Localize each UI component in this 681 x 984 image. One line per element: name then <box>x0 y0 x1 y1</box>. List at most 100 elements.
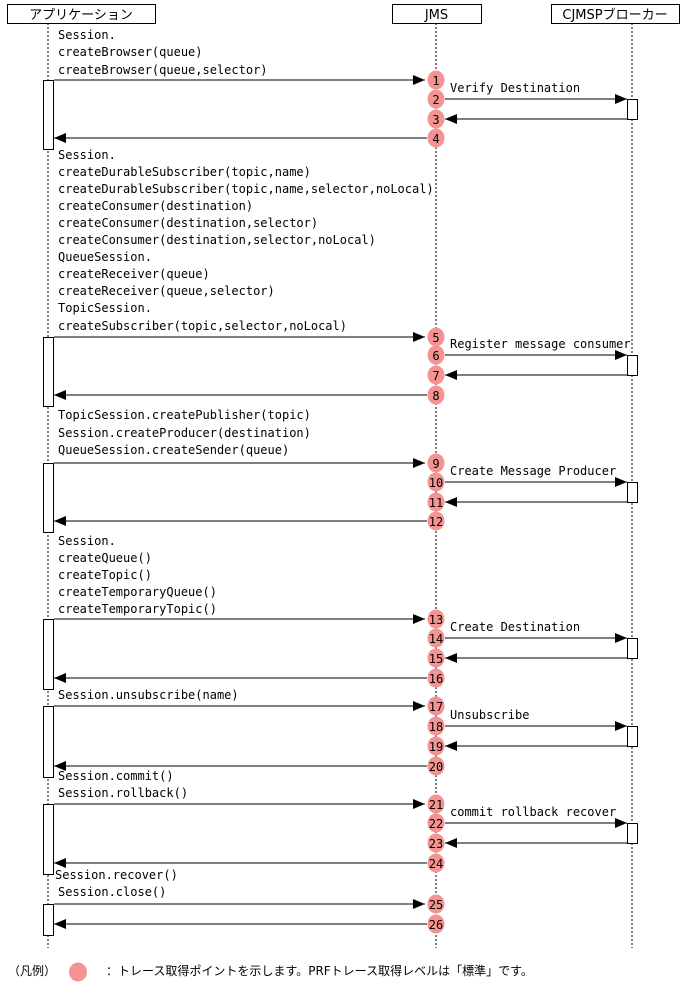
trace-point-number: 17 <box>429 700 443 714</box>
trace-point-number: 19 <box>429 740 443 754</box>
broker-activation-bar <box>627 638 638 659</box>
trace-point-number: 15 <box>429 652 443 666</box>
method-call-label: Session. <box>58 534 116 548</box>
trace-point-marker <box>427 89 445 109</box>
broker-activation-bar <box>627 99 638 120</box>
trace-point-number: 2 <box>432 93 439 107</box>
trace-point-number: 1 <box>432 74 439 88</box>
method-call-label: createQueue() <box>58 551 152 565</box>
trace-point-marker <box>427 385 445 405</box>
interaction-group: Session.close() 25 26 <box>43 885 445 936</box>
method-call-label: QueueSession.createSender(queue) <box>58 443 289 457</box>
method-call-label: createTemporaryQueue() <box>58 585 217 599</box>
broker-message-label: Unsubscribe <box>450 708 529 722</box>
trace-point-marker <box>427 472 445 492</box>
broker-message-label: commit rollback recover <box>450 805 616 819</box>
method-call-label: createBrowser(queue) <box>58 45 203 59</box>
trace-point-number: 14 <box>429 632 443 646</box>
legend-description: ：トレース取得ポイントを示します。PRFトレース取得レベルは「標準」です。 <box>106 963 533 978</box>
method-call-label: createTopic() <box>58 568 152 582</box>
method-call-label: createDurableSubscriber(topic,name) <box>58 165 311 179</box>
method-call-label: Session.commit() <box>58 769 174 783</box>
broker-activation-bar <box>627 726 638 747</box>
trace-point-number: 13 <box>429 613 443 627</box>
broker-activation-bar <box>627 482 638 503</box>
app-activation-bar <box>43 337 54 407</box>
trace-point-marker <box>427 648 445 668</box>
trace-point-number: 11 <box>429 496 443 510</box>
broker-message-label: Create Destination <box>450 620 580 634</box>
broker-message-label: Register message consumer <box>450 337 631 351</box>
trace-point-marker <box>427 833 445 853</box>
trace-point-marker <box>427 511 445 531</box>
broker-activation-bar <box>627 823 638 844</box>
trace-point-marker <box>427 628 445 648</box>
method-call-label: TopicSession.createPublisher(topic) <box>58 408 311 422</box>
method-call-label: createReceiver(queue) <box>58 267 210 281</box>
trace-point-marker <box>427 696 445 716</box>
trace-point-marker <box>427 716 445 736</box>
trace-point-marker <box>427 70 445 90</box>
method-call-label: Session.rollback() <box>58 786 188 800</box>
method-call-label: createSubscriber(topic,selector,noLocal) <box>58 319 347 333</box>
trace-point-marker <box>427 914 445 934</box>
app-activation-bar <box>43 706 54 778</box>
app-activation-bar <box>43 904 54 936</box>
trace-point-marker <box>427 609 445 629</box>
trace-point-number: 9 <box>432 457 439 471</box>
trace-point-number: 6 <box>432 349 439 363</box>
trace-point-number: 3 <box>432 113 439 127</box>
method-call-label: TopicSession. <box>58 301 152 315</box>
trace-point-number: 23 <box>429 837 443 851</box>
method-call-label: QueueSession. <box>58 250 152 264</box>
legend-trace-point-marker <box>69 962 87 982</box>
interaction-group: Session. createDurableSubscriber(topic,na… <box>43 148 638 407</box>
trace-point-marker <box>427 492 445 512</box>
method-call-label: Session.unsubscribe(name) <box>58 688 239 702</box>
trace-point-marker <box>427 756 445 776</box>
app-activation-bar <box>43 80 54 150</box>
trace-point-number: 26 <box>429 918 443 932</box>
trace-point-marker <box>427 736 445 756</box>
trace-point-number: 12 <box>429 515 443 529</box>
trace-point-number: 20 <box>429 760 443 774</box>
trace-point-number: 8 <box>432 389 439 403</box>
method-call-label: createTemporaryTopic() <box>58 602 217 616</box>
participant-label: CJMSPブローカー <box>562 7 667 23</box>
interaction-group: Session.commit() Session.rollback() Sessio… <box>43 769 638 882</box>
trace-point-marker <box>427 813 445 833</box>
trace-point-number: 5 <box>432 331 439 345</box>
participant-label: アプリケーション <box>29 8 133 23</box>
trace-point-marker <box>427 327 445 347</box>
method-call-label: Session.createProducer(destination) <box>58 426 311 440</box>
method-call-label: Session. <box>58 28 116 42</box>
trace-point-marker <box>427 453 445 473</box>
method-call-label: createDurableSubscriber(topic,name,selec… <box>58 182 434 196</box>
trace-point-marker <box>427 128 445 148</box>
interaction-group: Session.unsubscribe(name) Unsubscribe 17 18… <box>43 688 638 778</box>
method-call-label: createConsumer(destination,selector,noLo… <box>58 233 376 247</box>
trace-point-marker <box>427 365 445 385</box>
trace-point-number: 22 <box>429 817 443 831</box>
app-activation-bar <box>43 619 54 690</box>
participant-label: JMS <box>424 8 448 23</box>
trace-point-number: 4 <box>432 132 439 146</box>
broker-message-label: Verify Destination <box>450 81 580 95</box>
trace-point-marker <box>427 853 445 873</box>
trace-point-marker <box>427 109 445 129</box>
interaction-group: Session. createQueue() createTopic() create… <box>43 534 638 690</box>
trace-point-marker <box>427 894 445 914</box>
app-activation-bar <box>43 804 54 875</box>
trace-point-number: 21 <box>429 798 443 812</box>
method-call-label: Session.recover() <box>55 868 178 882</box>
method-call-label: createConsumer(destination) <box>58 199 253 213</box>
method-call-label: createConsumer(destination,selector) <box>58 216 318 230</box>
trace-point-number: 10 <box>429 476 443 490</box>
app-activation-bar <box>43 463 54 533</box>
method-call-label: Session. <box>58 148 116 162</box>
method-call-label: createReceiver(queue,selector) <box>58 284 275 298</box>
trace-point-number: 7 <box>432 369 439 383</box>
trace-point-number: 18 <box>429 720 443 734</box>
participant-box <box>551 4 680 24</box>
